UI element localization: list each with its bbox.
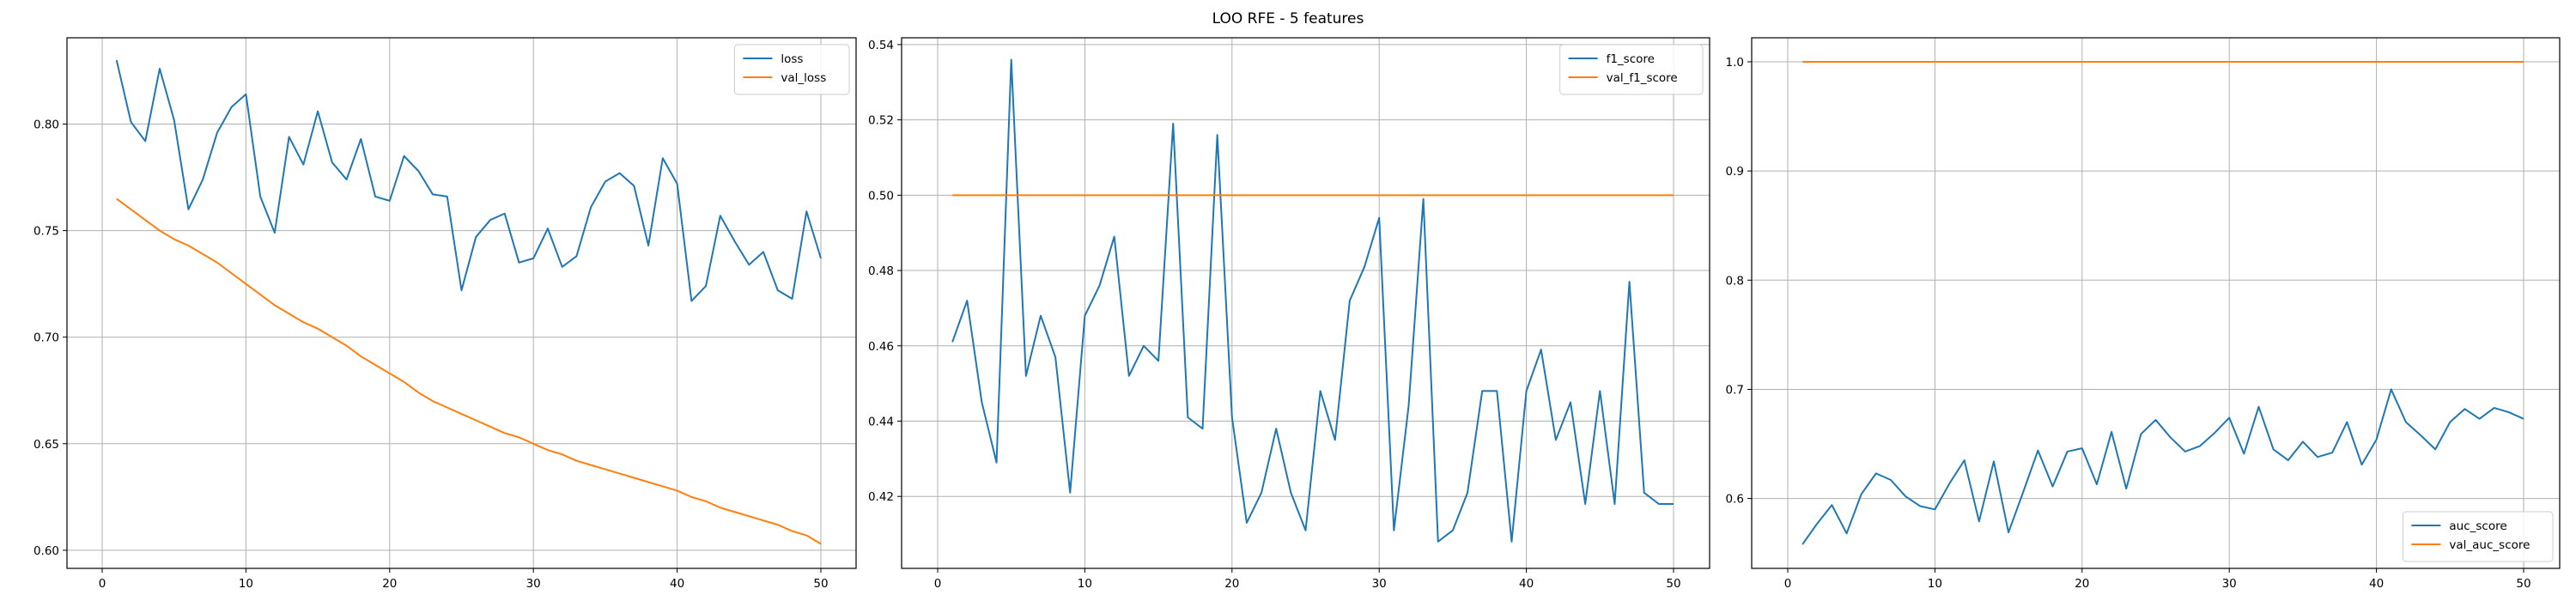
legend-entry: val_auc_score [2449, 538, 2530, 552]
legend-box [2402, 511, 2554, 562]
legend: auc_score val_auc_score [2402, 511, 2554, 562]
x-tick-label: 20 [382, 577, 397, 591]
y-tick-label: 0.6 [1726, 493, 1744, 507]
y-tick-label: 0.75 [33, 225, 59, 239]
y-tick-label: 0.44 [868, 416, 894, 429]
x-tick-label: 40 [2369, 577, 2384, 591]
legend-entry: auc_score [2449, 519, 2506, 533]
series-line-f1_score [951, 58, 1674, 543]
subplot-2: 0 10 20 30 40 50 0.42 0.44 0.46 0.48 0.50 0.52 0.54 f… [868, 37, 1710, 591]
x-tick-label: 0 [934, 577, 942, 591]
legend-entry: val_f1_score [1607, 71, 1678, 85]
x-tick-label: 0 [1784, 577, 1792, 591]
x-tick-label: 30 [1372, 577, 1387, 591]
x-tick-label: 20 [2075, 577, 2089, 591]
x-tick-label: 30 [2222, 577, 2237, 591]
legend-entry: f1_score [1607, 52, 1655, 66]
y-tick-label: 0.46 [868, 340, 894, 354]
y-tick-label: 0.54 [868, 39, 894, 52]
x-tick-label: 40 [1519, 577, 1534, 591]
y-tick-label: 0.9 [1726, 165, 1744, 179]
x-tick-label: 10 [1078, 577, 1092, 591]
legend-box [1559, 44, 1704, 95]
axes-frame [901, 37, 1710, 569]
series-line-auc_score [1801, 388, 2524, 545]
legend-entry: loss [781, 52, 803, 66]
x-tick-label: 30 [526, 577, 541, 591]
x-tick-label: 40 [670, 577, 684, 591]
legend: loss val_loss [733, 44, 850, 95]
y-tick-label: 0.50 [868, 189, 894, 203]
legend-entry: val_loss [781, 71, 826, 85]
y-tick-label: 0.60 [33, 544, 59, 558]
axes-frame [1751, 37, 2561, 569]
series-line-loss [115, 59, 822, 302]
x-tick-label: 10 [1928, 577, 1942, 591]
subplot-1: 0 10 20 30 40 50 0.60 0.65 0.70 0.75 0.80 loss val_l… [33, 37, 857, 591]
y-tick-label: 0.48 [868, 264, 894, 278]
y-tick-label: 0.52 [868, 114, 894, 128]
x-tick-label: 20 [1224, 577, 1239, 591]
axes-frame [66, 37, 857, 569]
figure-suptitle: LOO RFE - 5 features [1212, 10, 1364, 27]
y-tick-label: 1.0 [1726, 56, 1744, 70]
x-tick-label: 0 [99, 577, 106, 591]
y-tick-label: 0.65 [33, 438, 59, 452]
y-tick-label: 0.80 [33, 118, 59, 132]
x-tick-label: 50 [813, 577, 828, 591]
y-tick-label: 0.42 [868, 490, 894, 504]
series-line-val_loss [116, 197, 822, 545]
legend-box [733, 44, 850, 95]
y-tick-label: 0.7 [1726, 383, 1744, 397]
subplot-3: 0 10 20 30 40 50 0.6 0.7 0.8 0.9 1.0 auc_score val_a… [1726, 37, 2561, 591]
x-tick-label: 10 [239, 577, 253, 591]
y-tick-label: 0.8 [1726, 274, 1744, 288]
x-tick-label: 50 [2516, 577, 2530, 591]
x-tick-label: 50 [1666, 577, 1680, 591]
legend: f1_score val_f1_score [1559, 44, 1704, 95]
y-tick-label: 0.70 [33, 331, 59, 345]
